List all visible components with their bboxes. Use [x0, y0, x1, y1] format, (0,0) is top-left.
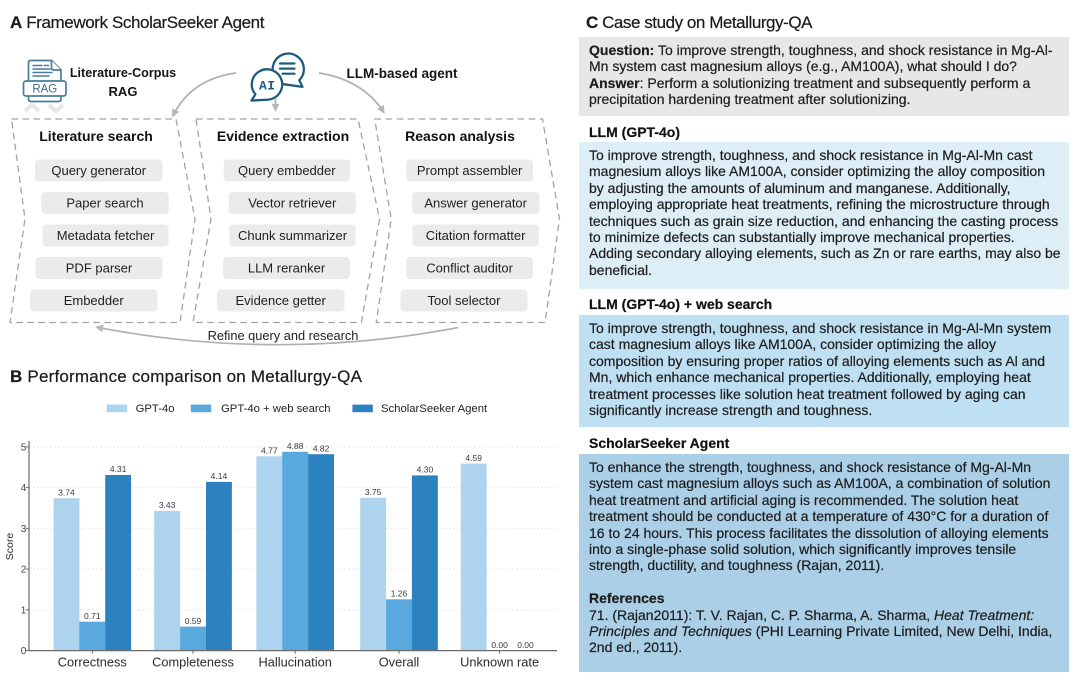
svg-text:PDF parser: PDF parser [66, 261, 133, 276]
svg-text:Correctness: Correctness [58, 655, 127, 670]
svg-text:3.43: 3.43 [159, 500, 176, 510]
svg-text:5: 5 [21, 442, 27, 453]
svg-text:Prompt assembler: Prompt assembler [417, 163, 523, 178]
svg-text:LLM-based agent: LLM-based agent [346, 66, 458, 81]
svg-text:0.00: 0.00 [517, 640, 534, 650]
svg-text:4: 4 [21, 483, 27, 494]
svg-text:Completeness: Completeness [152, 655, 234, 670]
svg-text:Reason analysis: Reason analysis [405, 128, 515, 144]
svg-text:RAG: RAG [109, 84, 138, 99]
svg-text:Unknown rate: Unknown rate [460, 655, 539, 670]
svg-text:Score: Score [4, 533, 16, 561]
svg-text:0.71: 0.71 [84, 611, 101, 621]
svg-text:ScholarSeeker Agent: ScholarSeeker Agent [381, 403, 488, 415]
svg-text:4.77: 4.77 [261, 446, 278, 456]
svg-text:Metadata fetcher: Metadata fetcher [57, 228, 155, 243]
svg-text:4.30: 4.30 [417, 465, 434, 475]
svg-text:Vector retriever: Vector retriever [248, 196, 337, 211]
svg-text:1.26: 1.26 [391, 589, 408, 599]
svg-text:0.00: 0.00 [491, 640, 508, 650]
svg-text:4.31: 4.31 [110, 464, 127, 474]
svg-text:4.82: 4.82 [313, 443, 330, 453]
svg-text:GPT-4o + web search: GPT-4o + web search [221, 403, 331, 415]
svg-text:Tool selector: Tool selector [428, 293, 502, 308]
svg-text:3.74: 3.74 [58, 487, 75, 497]
svg-text:0.59: 0.59 [185, 616, 202, 626]
svg-text:Citation formatter: Citation formatter [426, 228, 526, 243]
svg-text:Literature-Corpus: Literature-Corpus [70, 66, 176, 80]
svg-text:Chunk summarizer: Chunk summarizer [238, 228, 348, 243]
svg-text:Answer generator: Answer generator [424, 196, 527, 211]
svg-text:1: 1 [21, 605, 27, 616]
svg-text:Embedder: Embedder [64, 293, 125, 308]
svg-text:AI: AI [259, 78, 276, 93]
svg-text:4.59: 4.59 [465, 453, 482, 463]
svg-text:4.88: 4.88 [287, 441, 304, 451]
svg-text:Query embedder: Query embedder [238, 163, 336, 178]
svg-text:LLM reranker: LLM reranker [248, 261, 326, 276]
svg-text:3.75: 3.75 [365, 487, 382, 497]
svg-text:Evidence getter: Evidence getter [236, 293, 327, 308]
svg-text:Hallucination: Hallucination [259, 655, 332, 670]
svg-text:3: 3 [21, 524, 27, 535]
svg-text:Literature search: Literature search [39, 128, 153, 144]
svg-text:Overall: Overall [379, 655, 420, 670]
svg-text:Conflict auditor: Conflict auditor [426, 261, 513, 276]
svg-text:0: 0 [21, 646, 27, 657]
svg-text:Query generator: Query generator [51, 163, 146, 178]
svg-text:2: 2 [21, 565, 27, 576]
svg-text:GPT-4o: GPT-4o [136, 403, 175, 415]
svg-text:Refine query and research: Refine query and research [208, 328, 359, 343]
svg-text:4.14: 4.14 [211, 471, 228, 481]
svg-text:Evidence extraction: Evidence extraction [217, 128, 349, 144]
svg-text:RAG: RAG [32, 84, 57, 96]
svg-text:Paper search: Paper search [66, 196, 143, 211]
